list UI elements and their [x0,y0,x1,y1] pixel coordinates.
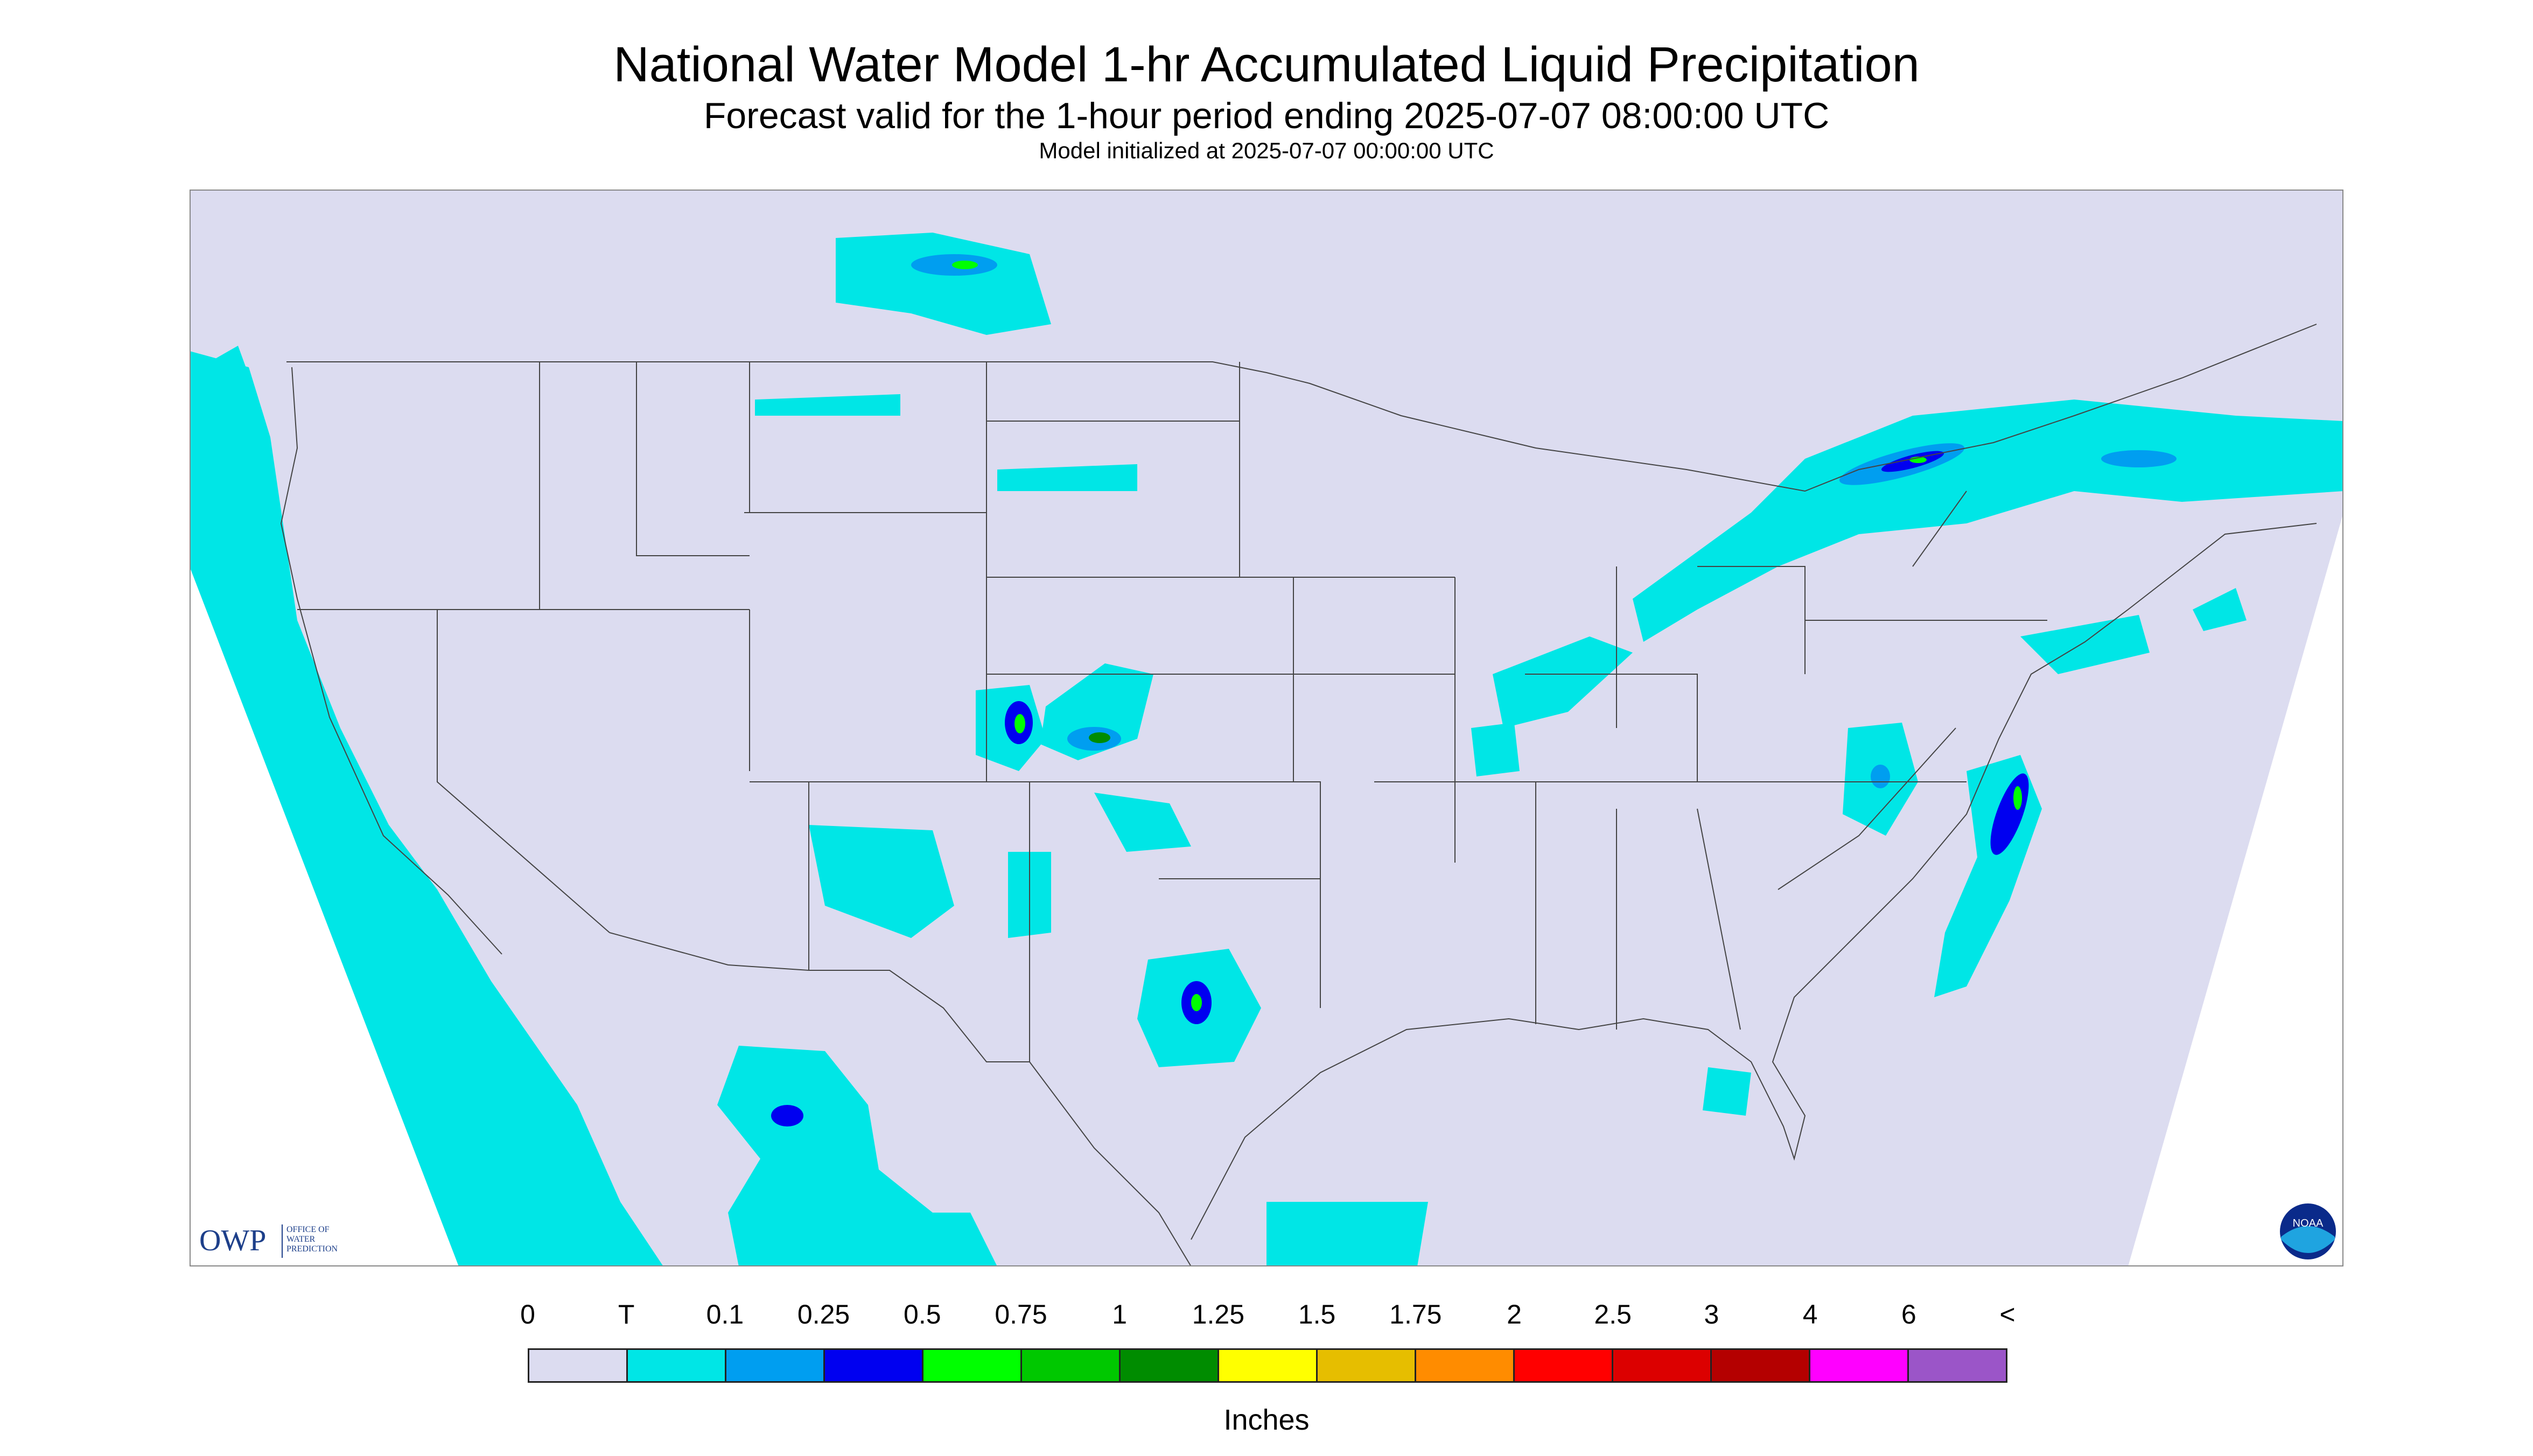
legend-swatch-0 [529,1350,628,1381]
precip-area-arizona [809,825,954,938]
precip-core-colorado-peak [1014,714,1025,733]
gulf-coast [1191,523,2317,1240]
noaa-logo-text: NOAA [2293,1217,2324,1229]
state-lines-central [986,362,1536,1008]
precip-core-mexico [771,1105,803,1126]
legend-label: < [1999,1299,2016,1329]
legend-swatch-7 [1219,1350,1318,1381]
legend-units: Inches [1223,1404,1310,1436]
noaa-logo-wave [2281,1226,2335,1253]
legend-label: 1.5 [1298,1299,1336,1329]
owp-logo-line-2: WATER [286,1235,316,1244]
legend-color-bar [528,1348,2007,1383]
legend-label: 0.25 [797,1299,850,1329]
political-boundaries [280,324,2317,1266]
legend-label: 0.1 [706,1299,744,1329]
legend-label: 0 [520,1299,535,1329]
legend-label: 2 [1507,1299,1522,1329]
legend-label: 4 [1802,1299,1818,1329]
precip-area-dakotas [997,464,1137,491]
legend-swatch-1 [628,1350,726,1381]
precip-core-carolina-peak [2013,786,2022,810]
legend-swatch-10 [1515,1350,1613,1381]
precip-area-wa-coast [200,346,260,599]
precip-area-florida [1703,1067,1751,1116]
precip-core-saskatchewan-peak [952,261,978,269]
map-title: National Water Model 1-hr Accumulated Li… [613,37,1920,92]
noaa-logo: NOAA [2280,1203,2336,1259]
state-lines-east [1525,491,2047,1030]
legend-label: 1.75 [1389,1299,1442,1329]
model-init-line: Model initialized at 2025-07-07 00:00:00… [1039,138,1494,163]
precip-area-nova-scotia [2193,588,2247,631]
precip-area-mexico [717,1046,943,1266]
legend-label: 2.5 [1594,1299,1632,1329]
owp-logo-line-1: OFFICE OF [286,1225,330,1234]
precip-area-midwest [1493,636,1633,728]
map-subtitle: Forecast valid for the 1-hour period end… [703,95,1830,136]
us-canada-border [286,324,2317,492]
west-coast [280,367,502,955]
legend-labels: 0 T 0.1 0.25 0.5 0.75 1 1.25 1.5 1.75 2 2.5 3 4 6 < [520,1299,2016,1336]
legend-label: T [618,1299,635,1329]
precip-area-mexico-south [825,1213,997,1266]
legend-label: 1.25 [1192,1299,1245,1329]
legend-swatch-4 [923,1350,1022,1381]
legend-swatch-11 [1613,1350,1712,1381]
legend-label: 1 [1112,1299,1128,1329]
us-mexico-border [609,932,1192,1266]
legend-swatch-14 [1909,1350,2006,1381]
legend-swatch-9 [1416,1350,1515,1381]
map-frame [190,190,2343,1266]
legend-swatch-6 [1121,1350,1219,1381]
state-lines-west [297,362,1159,1062]
precip-core-texas-peak [1191,994,1202,1011]
legend-swatch-13 [1810,1350,1909,1381]
legend-label: 3 [1704,1299,1719,1329]
legend-swatch-3 [825,1350,923,1381]
precip-area-missouri [1471,723,1520,776]
precip-area-gulf [1266,1202,1428,1266]
precip-cores [771,254,2177,1126]
legend-label: 0.5 [904,1299,941,1329]
owp-logo: OWP OFFICE OF WATER PREDICTION [199,1224,338,1258]
precip-area-oklahoma [1094,793,1191,852]
precipitation-map: OWP OFFICE OF WATER PREDICTION NOAA [190,190,2343,1266]
precip-core-virginia [1871,765,1890,788]
precip-core-quebec [2101,450,2177,467]
owp-logo-line-3: PREDICTION [286,1244,338,1254]
legend-label: 6 [1901,1299,1916,1329]
precip-area-northeast [2020,615,2150,674]
legend-swatch-2 [726,1350,825,1381]
precip-core-kansas-peak [1089,732,1110,743]
precip-area-montana [755,394,900,416]
precip-area-saskatchewan [836,233,1051,335]
legend-swatch-12 [1712,1350,1810,1381]
legend-swatch-5 [1022,1350,1121,1381]
owp-logo-mark: OWP [199,1224,266,1257]
legend-swatch-8 [1318,1350,1416,1381]
legend-label: 0.75 [995,1299,1047,1329]
